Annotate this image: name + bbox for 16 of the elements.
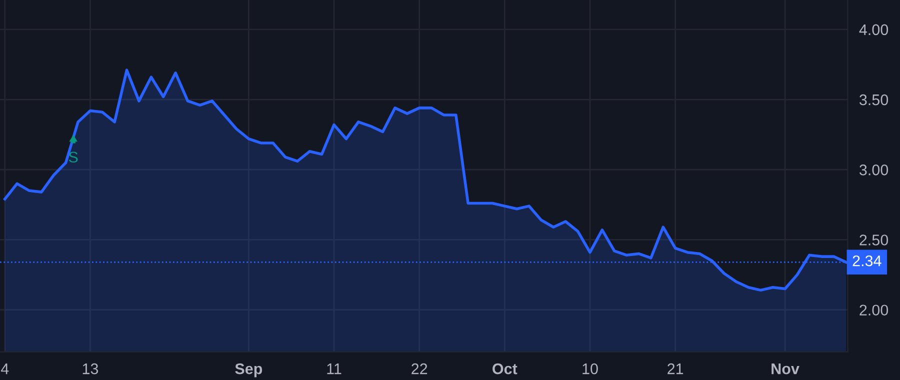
y-tick-label: 3.50 bbox=[859, 94, 888, 106]
x-tick-label: 22 bbox=[412, 363, 428, 374]
ref-line-label: 2.34 bbox=[852, 255, 882, 266]
x-tick-label: 10 bbox=[582, 363, 598, 374]
annotation: S bbox=[68, 152, 78, 163]
y-tick-label: 4.00 bbox=[859, 24, 888, 36]
x-tick-label: 13 bbox=[82, 363, 98, 374]
y-tick-label: 2.00 bbox=[860, 304, 888, 316]
x-tick-label: 21 bbox=[668, 363, 684, 374]
x-tick-label: Sep bbox=[235, 363, 262, 378]
x-tick-label: Nov bbox=[772, 364, 800, 374]
x-tick-label: 4 bbox=[0, 364, 9, 374]
x-tick-label: 11 bbox=[327, 364, 342, 374]
y-tick-label: 3.00 bbox=[859, 164, 888, 176]
x-tick-label: Oct bbox=[492, 363, 518, 374]
y-tick-label: 2.50 bbox=[860, 234, 888, 246]
